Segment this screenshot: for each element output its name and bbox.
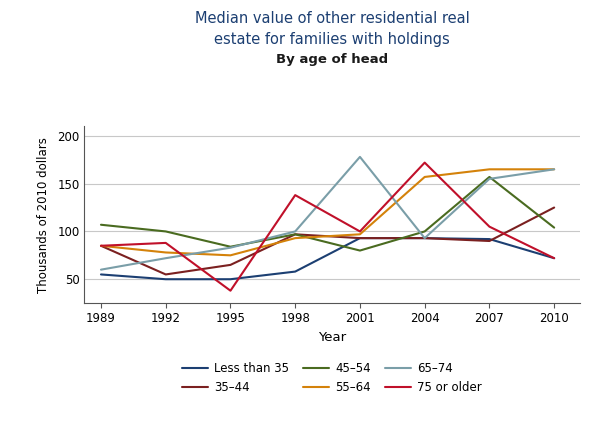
Less than 35 [421, 236, 428, 241]
75 or older [421, 160, 428, 165]
55–64 [227, 253, 234, 258]
65–74 [421, 236, 428, 241]
Text: estate for families with holdings: estate for families with holdings [214, 32, 450, 47]
Text: Median value of other residential real: Median value of other residential real [194, 11, 469, 26]
65–74 [486, 176, 493, 181]
Less than 35 [356, 236, 364, 241]
Legend: Less than 35, 35–44, 45–54, 55–64, 65–74, 75 or older: Less than 35, 35–44, 45–54, 55–64, 65–74… [182, 362, 481, 394]
Y-axis label: Thousands of 2010 dollars: Thousands of 2010 dollars [37, 137, 50, 293]
65–74 [227, 245, 234, 250]
75 or older [292, 192, 299, 197]
65–74 [356, 155, 364, 160]
45–54 [292, 232, 299, 237]
35–44 [227, 262, 234, 267]
55–64 [486, 167, 493, 172]
45–54 [551, 225, 558, 230]
45–54 [162, 229, 169, 234]
75 or older [227, 288, 234, 293]
35–44 [421, 236, 428, 241]
75 or older [486, 224, 493, 229]
Line: 65–74: 65–74 [101, 157, 554, 270]
75 or older [162, 240, 169, 245]
55–64 [421, 174, 428, 179]
55–64 [551, 167, 558, 172]
65–74 [97, 267, 105, 272]
55–64 [356, 232, 364, 237]
35–44 [162, 272, 169, 277]
45–54 [227, 244, 234, 249]
65–74 [162, 256, 169, 261]
35–44 [292, 232, 299, 237]
Less than 35 [486, 237, 493, 242]
45–54 [421, 229, 428, 234]
Text: By age of head: By age of head [276, 53, 388, 66]
35–44 [486, 238, 493, 243]
75 or older [356, 229, 364, 234]
55–64 [162, 250, 169, 255]
Line: 75 or older: 75 or older [101, 163, 554, 290]
45–54 [97, 222, 105, 227]
65–74 [551, 167, 558, 172]
Line: 35–44: 35–44 [101, 208, 554, 274]
45–54 [486, 174, 493, 179]
35–44 [97, 243, 105, 248]
65–74 [292, 229, 299, 234]
Less than 35 [227, 277, 234, 282]
Line: 55–64: 55–64 [101, 169, 554, 255]
X-axis label: Year: Year [318, 331, 346, 344]
45–54 [356, 248, 364, 253]
35–44 [356, 236, 364, 241]
Less than 35 [292, 269, 299, 274]
75 or older [551, 256, 558, 261]
35–44 [551, 205, 558, 210]
55–64 [97, 243, 105, 248]
55–64 [292, 236, 299, 241]
Less than 35 [551, 256, 558, 261]
Line: 45–54: 45–54 [101, 177, 554, 250]
Less than 35 [162, 277, 169, 282]
Line: Less than 35: Less than 35 [101, 238, 554, 279]
Less than 35 [97, 272, 105, 277]
75 or older [97, 243, 105, 248]
